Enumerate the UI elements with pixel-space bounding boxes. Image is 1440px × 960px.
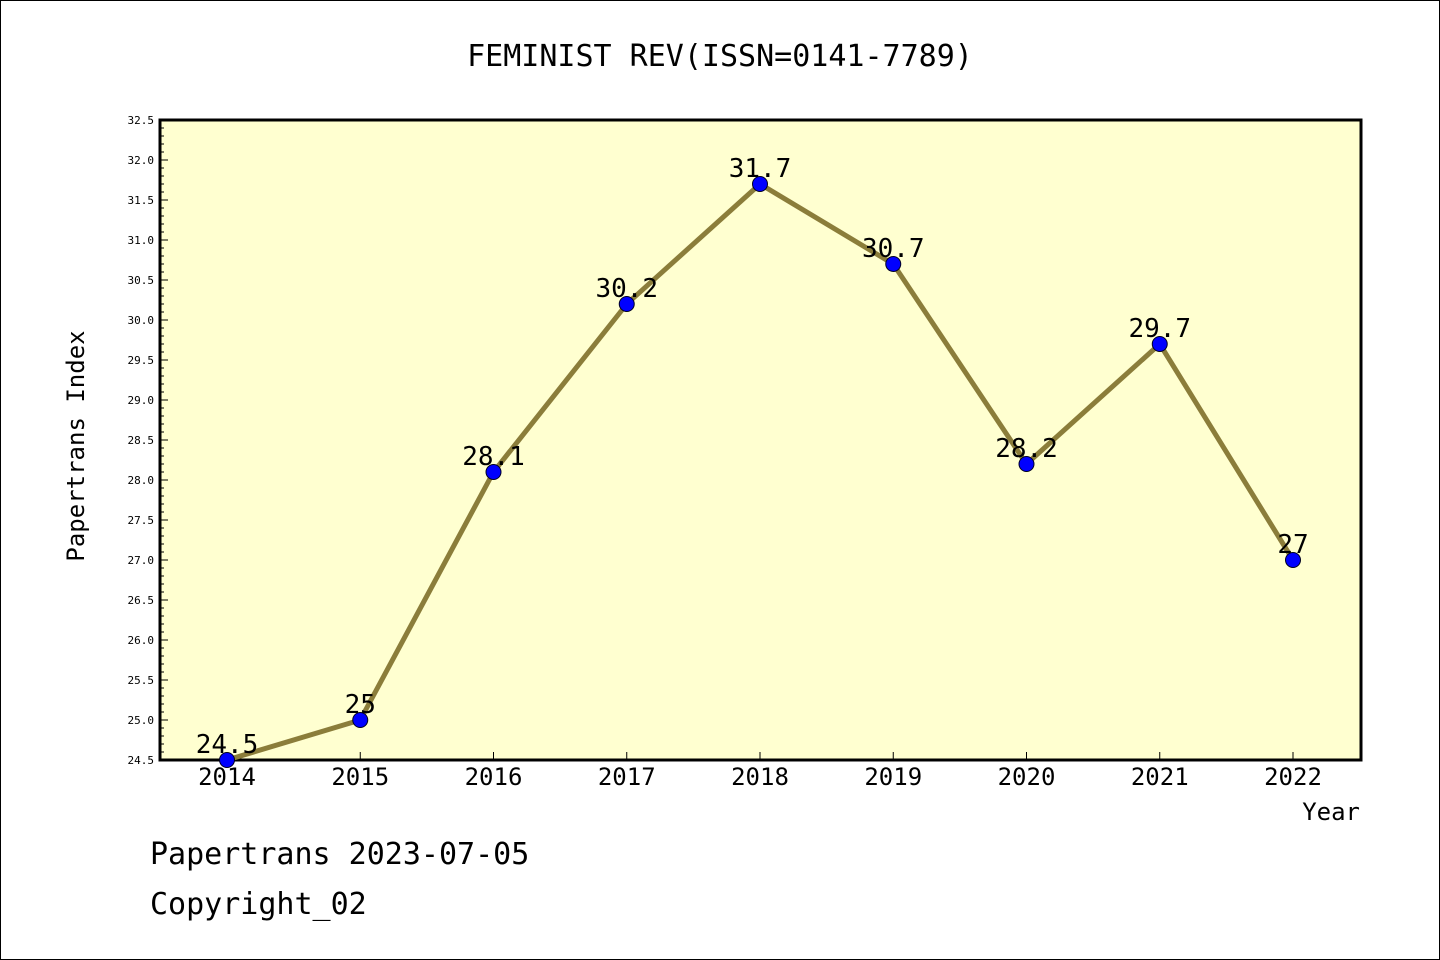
y-tick-label: 28.0 xyxy=(128,474,155,487)
x-axis: 2014 2015 2016 2017 2018 2019 2020 2021 2022 xyxy=(198,752,1322,791)
y-axis-label: Papertrans Index xyxy=(62,330,90,561)
footer-date: Papertrans 2023-07-05 xyxy=(150,837,529,872)
y-tick-label: 28.5 xyxy=(128,434,155,447)
y-tick-label: 30.0 xyxy=(128,314,155,327)
data-label: 31.7 xyxy=(729,154,792,184)
x-tick-label: 2015 xyxy=(331,763,389,791)
data-label: 24.5 xyxy=(196,730,259,760)
data-label: 30.7 xyxy=(862,234,925,264)
y-tick-label: 31.5 xyxy=(128,194,155,207)
footer-copyright: Copyright_02 xyxy=(150,887,367,922)
series-markers xyxy=(219,176,1301,768)
y-tick-label: 31.0 xyxy=(128,234,155,247)
chart-title: FEMINIST REV(ISSN=0141-7789) xyxy=(467,39,973,74)
data-label: 28.1 xyxy=(462,442,525,472)
y-tick-label: 30.5 xyxy=(128,274,155,287)
y-tick-label: 27.0 xyxy=(128,554,155,567)
x-axis-label: Year xyxy=(1302,798,1360,826)
data-point xyxy=(1018,456,1035,472)
x-tick-label: 2017 xyxy=(598,763,656,791)
x-tick-label: 2019 xyxy=(864,763,922,791)
data-point xyxy=(752,176,768,192)
data-label: 29.7 xyxy=(1128,314,1191,344)
data-point xyxy=(1285,552,1301,568)
y-axis-minor-ticks xyxy=(160,119,164,761)
data-label: 27 xyxy=(1277,530,1308,560)
plot-area xyxy=(158,118,1363,762)
data-point xyxy=(352,712,369,728)
y-tick-label: 29.0 xyxy=(128,394,155,407)
data-labels: 24.5 25 28.1 30.2 31.7 30.7 28.2 29.7 27 xyxy=(196,154,1309,760)
y-tick-label: 27.5 xyxy=(128,514,155,527)
data-label: 25 xyxy=(345,690,376,720)
data-point xyxy=(618,296,635,312)
data-point xyxy=(219,752,235,768)
y-tick-label: 24.5 xyxy=(128,754,155,767)
y-tick-label: 32.0 xyxy=(128,154,155,167)
x-tick-label: 2021 xyxy=(1131,763,1189,791)
x-tick-label: 2018 xyxy=(731,763,789,791)
y-tick-label: 32.5 xyxy=(128,114,155,127)
y-tick-label: 26.0 xyxy=(128,634,155,647)
data-point xyxy=(1151,336,1168,352)
data-point xyxy=(885,256,902,272)
x-tick-label: 2020 xyxy=(998,763,1056,791)
y-axis: 24.5 25.0 25.5 26.0 26.5 27.0 27.5 28.0 28.5 29.0… xyxy=(128,114,168,767)
x-tick-label: 2022 xyxy=(1264,763,1322,791)
data-label: 28.2 xyxy=(995,434,1058,464)
y-tick-label: 26.5 xyxy=(128,594,155,607)
y-tick-label: 25.0 xyxy=(128,714,155,727)
x-tick-label: 2016 xyxy=(465,763,523,791)
y-tick-label: 29.5 xyxy=(128,354,155,367)
data-label: 30.2 xyxy=(595,274,658,304)
y-tick-label: 25.5 xyxy=(128,674,155,687)
data-point xyxy=(485,464,502,480)
